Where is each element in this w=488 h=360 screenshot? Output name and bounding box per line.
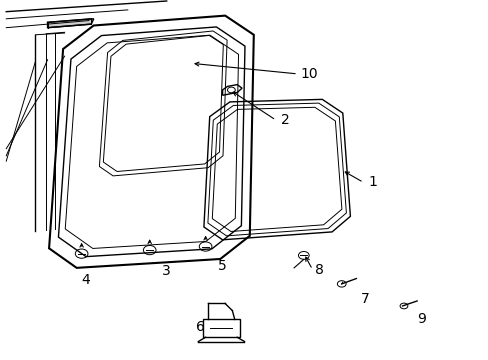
- Text: 9: 9: [416, 312, 425, 327]
- Text: 7: 7: [361, 292, 369, 306]
- Text: 10: 10: [300, 67, 317, 81]
- Text: 1: 1: [368, 175, 377, 189]
- Text: 5: 5: [217, 259, 226, 273]
- Text: 8: 8: [314, 264, 323, 277]
- Text: 2: 2: [281, 113, 289, 127]
- Text: 3: 3: [162, 265, 170, 278]
- Polygon shape: [47, 19, 94, 28]
- Text: 4: 4: [81, 273, 90, 287]
- Text: 6: 6: [196, 320, 204, 334]
